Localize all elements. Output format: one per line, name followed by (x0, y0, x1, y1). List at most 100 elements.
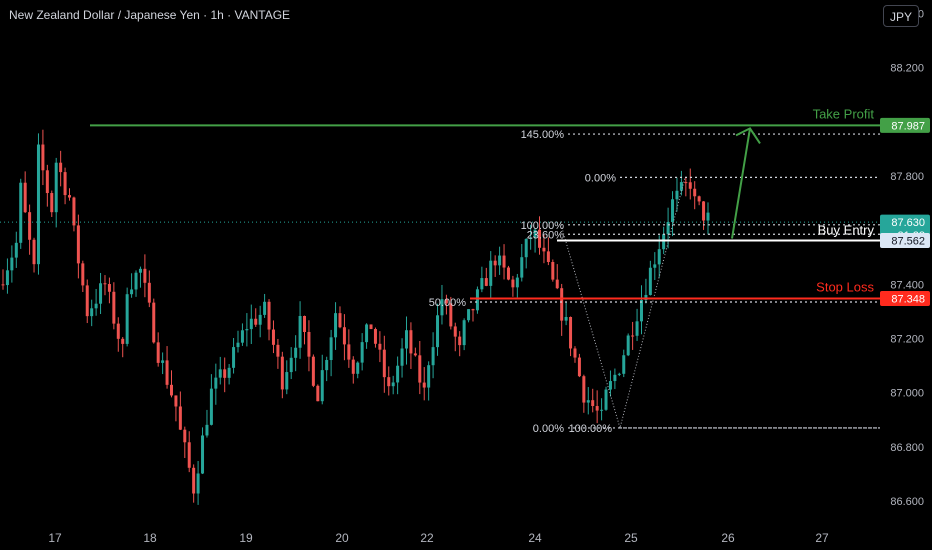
buy-entry-label: Buy Entry (818, 223, 875, 238)
candle-body (560, 288, 564, 321)
candle-body (311, 356, 315, 386)
time-tick-label: 27 (815, 531, 829, 545)
candle-body (653, 264, 657, 268)
candle-body (444, 299, 448, 304)
candle-body (369, 324, 373, 330)
candle-body (347, 344, 351, 360)
candle-body (418, 355, 422, 383)
fib-level-label: 145.00% (521, 129, 565, 141)
candle-body (267, 301, 271, 330)
candle-body (484, 278, 488, 286)
candle-body (183, 429, 187, 443)
candle-body (662, 234, 666, 250)
candle-body (631, 335, 635, 337)
candle-body (413, 353, 417, 356)
candle-body (617, 373, 621, 375)
currency-button[interactable]: JPY (883, 5, 919, 27)
candle-body (577, 357, 581, 377)
time-tick-label: 17 (48, 531, 62, 545)
candle-body (657, 249, 661, 265)
candle-body (613, 374, 617, 382)
take-profit-tag-label: 87.987 (891, 120, 925, 132)
candle-body (19, 182, 23, 243)
candle-body (582, 376, 586, 403)
candle-body (404, 330, 408, 349)
candle-body (68, 195, 72, 198)
candle-body (458, 336, 462, 346)
take-profit-tag (880, 117, 930, 133)
price-axis-background (880, 0, 932, 550)
candle-body (600, 409, 604, 411)
stop-loss-tag-label: 87.348 (891, 293, 925, 305)
candle-body (706, 212, 710, 221)
price-tick-label: 86.800 (890, 442, 924, 454)
candle-body (453, 326, 457, 337)
candle-body (671, 199, 675, 223)
candle-body (298, 315, 302, 348)
price-tick-label: 88.200 (890, 63, 924, 75)
candle-body (94, 303, 98, 309)
candle-body (72, 197, 76, 226)
candle-body (427, 365, 431, 388)
candle-body (63, 172, 67, 196)
fib-level-label: 100.00% (569, 423, 613, 435)
fib-level-label: 23.60% (527, 229, 565, 241)
candle-body (307, 331, 311, 357)
candle-body (36, 144, 40, 265)
fib-level-label: 0.00% (585, 172, 616, 184)
candle-body (684, 182, 688, 184)
candle-body (648, 267, 652, 295)
candle-body (169, 384, 173, 396)
candle-body (400, 348, 404, 366)
candle-body (236, 342, 240, 348)
candle-body (280, 356, 284, 390)
candle-body (50, 193, 54, 213)
price-tick-label: 87.800 (890, 171, 924, 183)
candle-body (130, 289, 134, 295)
candle-body (263, 301, 267, 315)
candle-body (467, 309, 471, 321)
time-axis[interactable]: 17 18 19 20 22 24 25 26 27 (0, 522, 932, 550)
candle-body (285, 372, 289, 390)
price-axis[interactable]: 88.40088.20088.00087.80087.60087.40087.2… (880, 0, 932, 550)
candle-body (121, 338, 125, 344)
candle-body (351, 359, 355, 374)
candle-body (551, 261, 555, 280)
candle-body (254, 318, 258, 325)
price-tick-label: 86.600 (890, 496, 924, 508)
candle-body (59, 162, 63, 173)
candle-body (258, 314, 262, 325)
candle-body (702, 201, 706, 221)
candle-body (320, 370, 324, 402)
candle-body (666, 222, 670, 235)
candle-body (116, 323, 120, 339)
candle-body (107, 284, 111, 292)
candle-body (431, 347, 435, 366)
fib-level-label: 50.00% (429, 297, 467, 309)
price-tick-label: 87.400 (890, 279, 924, 291)
candle-body (360, 342, 364, 363)
fib-level-label: 100.00% (521, 220, 565, 232)
time-tick-label: 18 (143, 531, 157, 545)
candle-body (489, 260, 493, 286)
candle-body (271, 329, 275, 345)
candle-body (639, 300, 643, 322)
candle-body (45, 170, 49, 194)
candle-body (138, 268, 142, 273)
candle-body (1, 284, 5, 286)
time-axis-background (0, 522, 932, 550)
candle-body (511, 279, 515, 288)
candle-body (604, 389, 608, 410)
candle-body (502, 255, 506, 268)
candle-body (245, 329, 249, 331)
time-tick-label: 25 (624, 531, 638, 545)
candle-body (294, 347, 298, 358)
time-tick-label: 19 (239, 531, 253, 545)
candle-body (396, 365, 400, 383)
candle-body (569, 316, 573, 349)
candle-body (365, 324, 369, 343)
candle-body (675, 190, 679, 200)
candle-body (54, 162, 58, 213)
candle-body (325, 360, 329, 371)
